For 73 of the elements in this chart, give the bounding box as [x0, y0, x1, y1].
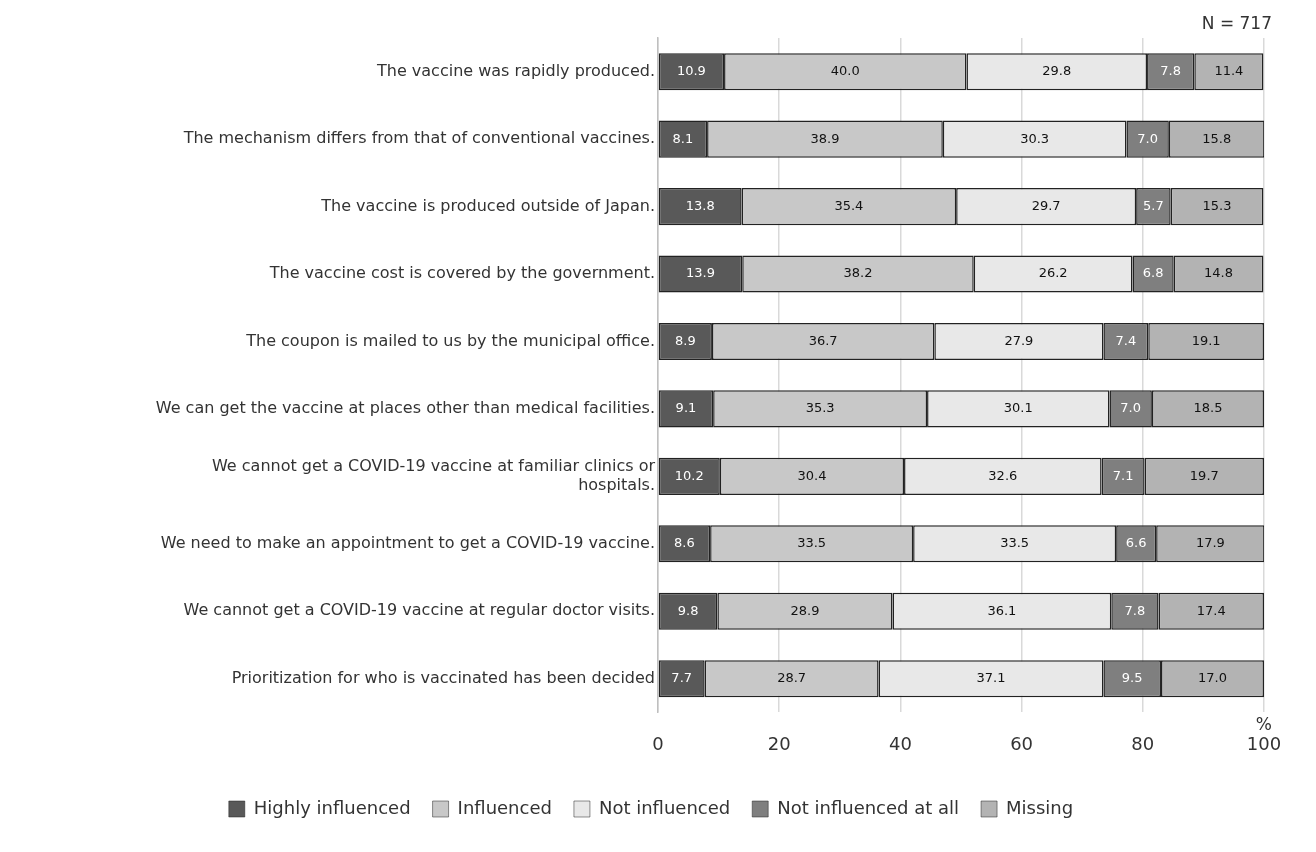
data-label: 30.1 — [1003, 400, 1033, 416]
data-label: 15.8 — [1202, 130, 1232, 146]
data-label: 7.8 — [1160, 63, 1182, 79]
data-label: 11.4 — [1214, 63, 1244, 79]
data-label: 8.1 — [672, 130, 694, 146]
legend-label: Not influenced at all — [777, 796, 960, 818]
legend-label: Influenced — [457, 796, 552, 818]
y-tick-label: We need to make an appointment to get a COVID-19 vaccine. — [160, 532, 655, 552]
y-tick-label: We can get the vaccine at places other than medical facilities. — [155, 398, 655, 418]
data-label: 7.0 — [1120, 400, 1142, 416]
data-label: 10.9 — [676, 63, 706, 79]
data-label: 19.7 — [1189, 467, 1219, 483]
data-label: 26.2 — [1038, 265, 1068, 281]
data-label: 30.4 — [797, 467, 827, 483]
data-label: 8.6 — [674, 535, 695, 551]
data-label: 7.0 — [1137, 130, 1158, 146]
data-label: 6.8 — [1142, 265, 1164, 281]
data-label: 14.8 — [1204, 265, 1234, 281]
data-label: 17.4 — [1196, 602, 1226, 618]
data-label: 7.1 — [1112, 467, 1134, 483]
legend-label: Missing — [1006, 796, 1074, 818]
data-label: 5.7 — [1143, 197, 1164, 213]
data-label: 33.5 — [1000, 535, 1030, 551]
data-label: 18.5 — [1193, 400, 1223, 416]
data-label: 17.0 — [1198, 670, 1227, 686]
x-axis-title: % — [1255, 714, 1272, 735]
data-label: 37.1 — [976, 670, 1006, 686]
y-tick-label: The mechanism differs from that of conventional vaccines. — [182, 128, 655, 148]
legend-label: Highly influenced — [253, 796, 411, 818]
text: N = 717 — [1201, 12, 1272, 33]
y-tick-label: The vaccine was rapidly produced. — [375, 60, 655, 80]
data-label: 10.2 — [674, 467, 704, 483]
data-label: 15.3 — [1202, 197, 1232, 213]
data-label: 7.4 — [1115, 332, 1137, 348]
x-tick-label: 40 — [888, 732, 912, 754]
data-label: 32.6 — [988, 467, 1018, 483]
x-tick-label: 20 — [767, 732, 791, 754]
data-label: 6.6 — [1125, 535, 1147, 551]
data-label: 38.2 — [843, 265, 873, 281]
data-label: 36.7 — [808, 332, 838, 348]
data-label: 28.7 — [777, 670, 807, 686]
x-tick-label: 80 — [1131, 732, 1155, 754]
data-label: 13.8 — [685, 197, 715, 213]
data-label: 35.3 — [805, 400, 835, 416]
data-label: 33.5 — [797, 535, 827, 551]
data-label: 13.9 — [686, 265, 715, 281]
data-label: 17.9 — [1195, 535, 1225, 551]
y-tick-label: Prioritization for who is vaccinated has been decided — [231, 667, 655, 687]
y-tick-label: The vaccine is produced outside of Japan. — [320, 195, 655, 215]
data-label: 9.5 — [1121, 670, 1143, 686]
data-label: 9.1 — [675, 400, 697, 416]
data-label: 35.4 — [834, 197, 864, 213]
data-label: 7.8 — [1124, 602, 1146, 618]
y-tick-label: The coupon is mailed to us by the municipal office. — [245, 330, 655, 350]
data-label: 19.1 — [1191, 332, 1221, 348]
data-label: 29.7 — [1031, 197, 1061, 213]
data-label: 8.9 — [675, 332, 696, 348]
x-tick-label: 0 — [652, 732, 664, 754]
data-label: 28.9 — [790, 602, 820, 618]
data-label: 9.8 — [677, 602, 699, 618]
data-label: 7.7 — [671, 670, 693, 686]
legend-label: Not influenced — [598, 796, 731, 818]
y-tick-label: We cannot get a COVID-19 vaccine at familiar clinics or hospitals. — [211, 455, 656, 495]
data-label: 27.9 — [1004, 332, 1034, 348]
data-label: 36.1 — [987, 602, 1017, 618]
data-label: 40.0 — [830, 63, 860, 79]
y-tick-label: We cannot get a COVID-19 vaccine at regular doctor visits. — [183, 600, 655, 620]
x-tick-label: 100 — [1246, 732, 1282, 754]
y-tick-label: The vaccine cost is covered by the government. — [268, 263, 655, 283]
data-label: 38.9 — [810, 130, 840, 146]
x-tick-label: 60 — [1010, 732, 1034, 754]
data-label: 29.8 — [1042, 63, 1072, 79]
data-label: 30.3 — [1020, 130, 1050, 146]
